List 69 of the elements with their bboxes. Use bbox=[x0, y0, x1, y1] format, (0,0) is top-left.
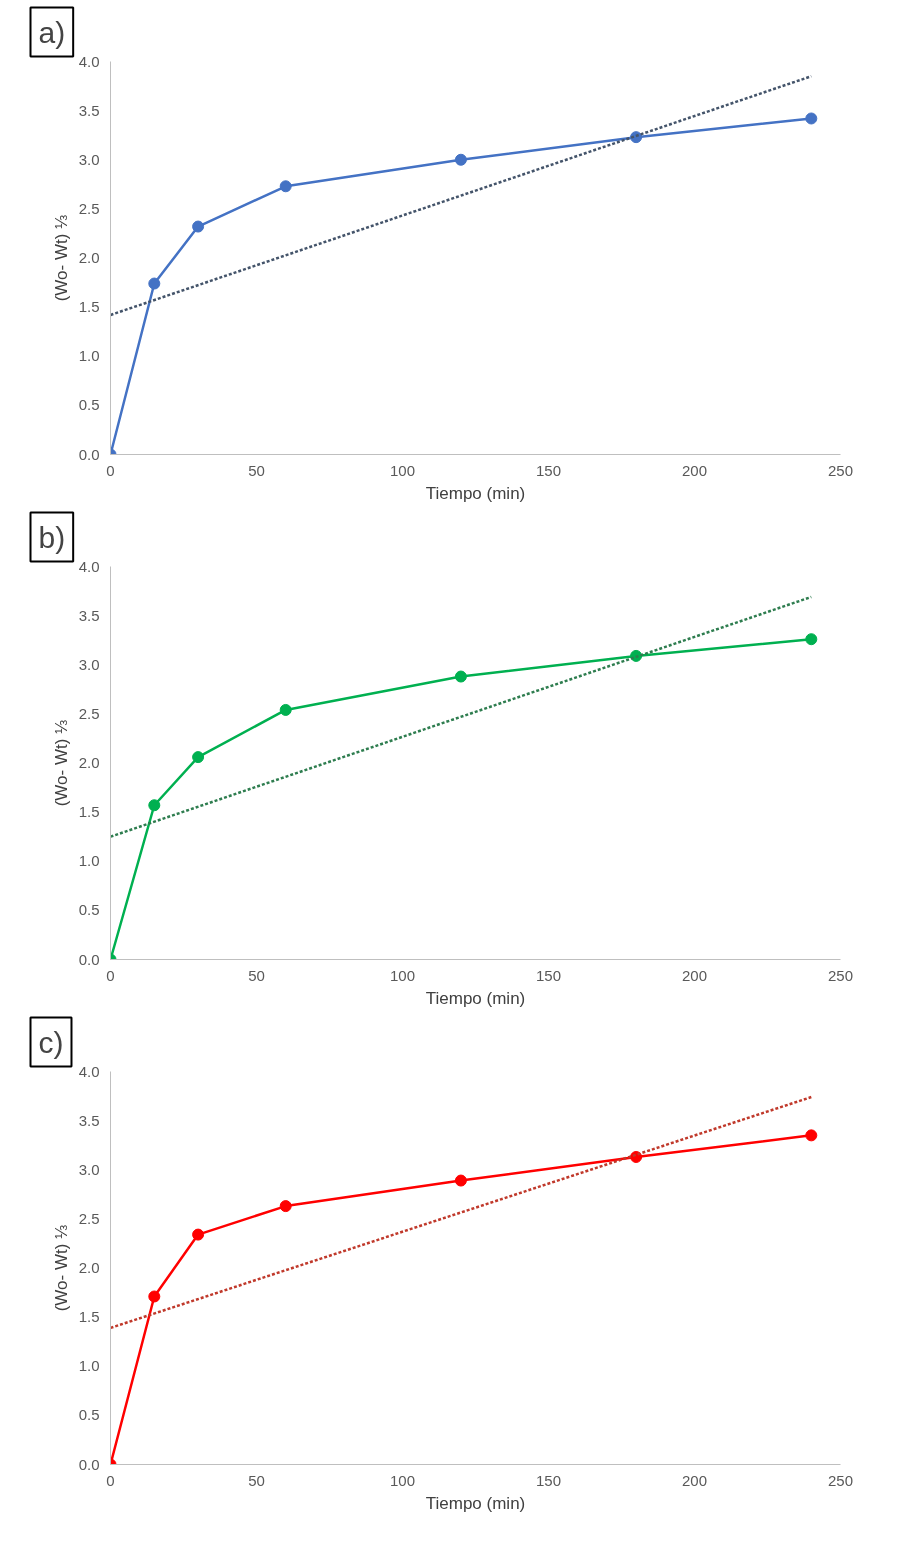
point bbox=[148, 277, 161, 290]
y-tick-label: 1.0 bbox=[78, 1357, 100, 1375]
x-axis-title: Tiempo (min) bbox=[425, 988, 526, 1008]
x-tick-label: 100 bbox=[389, 966, 416, 984]
x-tick-label: 200 bbox=[681, 1471, 708, 1489]
y-tick-label: 1.0 bbox=[78, 347, 100, 365]
y-tick-label: 3.0 bbox=[78, 150, 100, 168]
point bbox=[805, 633, 818, 646]
x-tick-label: 250 bbox=[827, 1471, 854, 1489]
y-tick-label: 3.5 bbox=[78, 606, 100, 624]
x-tick-label: 100 bbox=[389, 461, 416, 479]
y-tick-label: 1.0 bbox=[78, 852, 100, 870]
x-tick-label: 0 bbox=[106, 966, 115, 984]
x-tick-label: 50 bbox=[248, 966, 265, 984]
x-axis-title: Tiempo (min) bbox=[425, 1493, 526, 1513]
x-tick-label: 50 bbox=[248, 1471, 265, 1489]
x-tick-label: 200 bbox=[681, 966, 708, 984]
x-tick-label: 250 bbox=[827, 966, 854, 984]
text: a) bbox=[38, 15, 66, 49]
x-tick-label: 150 bbox=[535, 461, 562, 479]
x-tick-label: 250 bbox=[827, 461, 854, 479]
text: b) bbox=[38, 520, 66, 554]
x-tick-label: 200 bbox=[681, 461, 708, 479]
x-tick-label: 0 bbox=[106, 1471, 115, 1489]
y-tick-label: 3.0 bbox=[78, 655, 100, 673]
x-tick-label: 100 bbox=[389, 1471, 416, 1489]
y-tick-label: 2.5 bbox=[78, 704, 100, 722]
point bbox=[279, 180, 292, 193]
x-tick-label: 50 bbox=[248, 461, 265, 479]
point bbox=[454, 1174, 467, 1187]
y-tick-label: 0.5 bbox=[78, 1406, 100, 1424]
y-tick-label: 2.5 bbox=[78, 199, 100, 217]
y-tick-label: 4.0 bbox=[78, 557, 100, 575]
x-tick-label: 150 bbox=[535, 1471, 562, 1489]
y-tick-label: 2.5 bbox=[78, 1209, 100, 1227]
y-tick-label: 2.0 bbox=[78, 249, 100, 266]
x-axis-title: Tiempo (min) bbox=[425, 483, 526, 503]
point bbox=[454, 670, 467, 683]
point bbox=[805, 1129, 818, 1142]
y-axis-title: (Wo- Wt) ⅓ bbox=[51, 1224, 71, 1312]
y-tick-label: 0.0 bbox=[78, 445, 100, 463]
point bbox=[148, 1290, 161, 1303]
point bbox=[192, 220, 205, 233]
y-tick-label: 3.0 bbox=[78, 1160, 100, 1178]
x-tick-label: 0 bbox=[106, 461, 115, 479]
y-tick-label: 0.5 bbox=[78, 901, 100, 919]
y-tick-label: 4.0 bbox=[78, 1062, 100, 1080]
point bbox=[279, 1200, 292, 1213]
y-axis-title: (Wo- Wt) ⅓ bbox=[51, 719, 71, 807]
point bbox=[192, 1228, 205, 1241]
y-tick-label: 0.5 bbox=[78, 396, 100, 414]
y-axis-title: (Wo- Wt) ⅓ bbox=[51, 214, 71, 302]
point bbox=[454, 153, 467, 166]
point bbox=[148, 799, 161, 812]
text: c) bbox=[38, 1025, 64, 1059]
x-tick-label: 150 bbox=[535, 966, 562, 984]
y-tick-label: 2.0 bbox=[78, 1259, 100, 1276]
point bbox=[805, 112, 818, 125]
y-tick-label: 0.0 bbox=[78, 1455, 100, 1473]
y-tick-label: 1.5 bbox=[78, 298, 100, 316]
y-tick-label: 1.5 bbox=[78, 1308, 100, 1326]
y-tick-label: 3.5 bbox=[78, 101, 100, 119]
y-tick-label: 1.5 bbox=[78, 803, 100, 821]
y-tick-label: 3.5 bbox=[78, 1111, 100, 1129]
y-tick-label: 2.0 bbox=[78, 754, 100, 771]
point bbox=[279, 703, 292, 716]
point bbox=[192, 751, 205, 764]
y-tick-label: 4.0 bbox=[78, 52, 100, 70]
y-tick-label: 0.0 bbox=[78, 950, 100, 968]
